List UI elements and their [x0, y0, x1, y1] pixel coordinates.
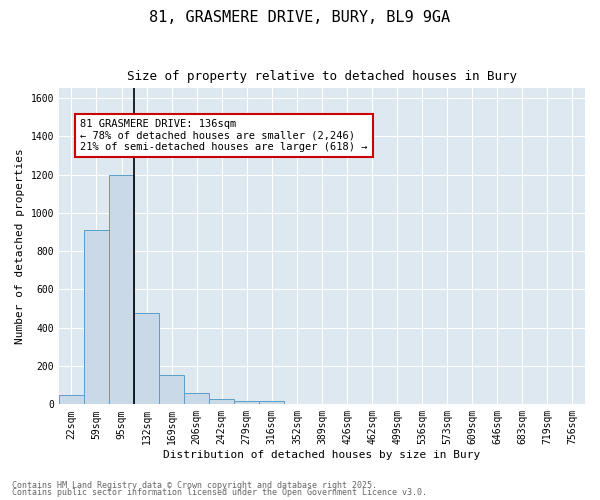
Bar: [209, 399, 234, 404]
Bar: [159, 374, 184, 404]
Title: Size of property relative to detached houses in Bury: Size of property relative to detached ho…: [127, 70, 517, 83]
Y-axis label: Number of detached properties: Number of detached properties: [15, 148, 25, 344]
Bar: [234, 402, 259, 404]
Text: 81, GRASMERE DRIVE, BURY, BL9 9GA: 81, GRASMERE DRIVE, BURY, BL9 9GA: [149, 10, 451, 25]
Bar: [184, 394, 209, 404]
Bar: [59, 395, 84, 404]
X-axis label: Distribution of detached houses by size in Bury: Distribution of detached houses by size …: [163, 450, 481, 460]
Text: 81 GRASMERE DRIVE: 136sqm
← 78% of detached houses are smaller (2,246)
21% of se: 81 GRASMERE DRIVE: 136sqm ← 78% of detac…: [80, 119, 368, 152]
Text: Contains public sector information licensed under the Open Government Licence v3: Contains public sector information licen…: [12, 488, 427, 497]
Bar: [109, 174, 134, 404]
Text: Contains HM Land Registry data © Crown copyright and database right 2025.: Contains HM Land Registry data © Crown c…: [12, 480, 377, 490]
Bar: [259, 402, 284, 404]
Bar: [84, 230, 109, 404]
Bar: [134, 314, 159, 404]
